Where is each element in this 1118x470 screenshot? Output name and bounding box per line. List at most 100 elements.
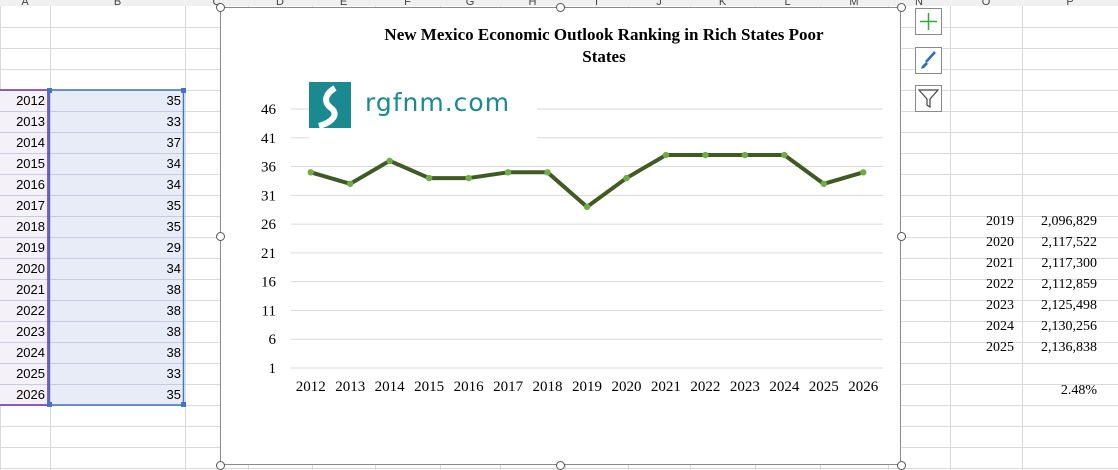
chart-resize-handle[interactable] — [215, 231, 225, 241]
year-cell[interactable]: 2024 — [16, 345, 45, 360]
logo: rgfnm.com — [309, 78, 537, 140]
data-point[interactable] — [820, 180, 827, 188]
ranking-cell[interactable]: 34 — [166, 156, 181, 171]
column-header[interactable]: H — [529, 0, 537, 8]
population-year-cell[interactable]: 2021 — [986, 256, 1014, 271]
data-point[interactable] — [662, 151, 670, 159]
year-cell[interactable]: 2020 — [16, 261, 45, 276]
chart-resize-handle[interactable] — [556, 460, 565, 470]
range-handle[interactable] — [47, 402, 52, 407]
ranking-cell[interactable]: 34 — [166, 261, 181, 276]
year-cell[interactable]: 2018 — [16, 219, 45, 234]
year-cell[interactable]: 2019 — [16, 240, 45, 255]
column-header[interactable]: F — [404, 0, 411, 8]
x-tick-label: 2021 — [651, 379, 681, 395]
chart-resize-handle[interactable] — [896, 231, 906, 241]
series-line[interactable] — [310, 153, 864, 209]
population-year-cell[interactable]: 2022 — [986, 277, 1014, 292]
chart-resize-handle[interactable] — [896, 2, 906, 12]
year-cell[interactable]: 2015 — [16, 156, 45, 171]
population-cell[interactable]: 2,117,300 — [1041, 256, 1097, 271]
column-header[interactable]: O — [982, 0, 991, 8]
y-tick-label: 26 — [261, 217, 277, 233]
column-header[interactable]: N — [915, 0, 923, 8]
year-cell[interactable]: 2017 — [16, 198, 45, 213]
population-year-cell[interactable]: 2023 — [986, 298, 1014, 313]
line-chart[interactable]: New Mexico Economic Outlook Ranking in R… — [220, 7, 901, 465]
data-point[interactable] — [347, 180, 354, 188]
column-header[interactable]: D — [276, 0, 284, 8]
column-header[interactable]: G — [466, 0, 475, 8]
ranking-cell[interactable]: 35 — [166, 387, 181, 402]
ranking-cell[interactable]: 29 — [166, 240, 181, 255]
ranking-cell[interactable]: 35 — [166, 198, 181, 213]
ranking-cell[interactable]: 37 — [166, 135, 181, 150]
column-header[interactable]: J — [656, 0, 662, 8]
year-cell[interactable]: 2013 — [16, 114, 45, 129]
chart-resize-handle[interactable] — [215, 2, 225, 12]
y-tick-label: 11 — [262, 303, 276, 319]
growth-percent-cell[interactable]: 2.48% — [1060, 383, 1097, 398]
year-cell[interactable]: 2014 — [16, 135, 45, 150]
column-header[interactable]: B — [114, 0, 121, 8]
population-cell[interactable]: 2,136,838 — [1041, 340, 1097, 355]
ranking-cell[interactable]: 38 — [166, 303, 181, 318]
data-point[interactable] — [504, 169, 512, 176]
data-point[interactable] — [860, 169, 867, 176]
chart-resize-handle[interactable] — [215, 460, 225, 470]
ranking-cell[interactable]: 35 — [166, 93, 181, 108]
column-header[interactable]: I — [595, 0, 598, 8]
population-year-cell[interactable]: 2025 — [986, 340, 1014, 355]
data-point[interactable] — [781, 151, 788, 159]
column-header[interactable]: L — [784, 0, 790, 8]
chart-styles-button[interactable] — [915, 47, 942, 74]
value-range-selection[interactable] — [50, 90, 184, 405]
year-cell[interactable]: 2022 — [16, 303, 45, 318]
data-point[interactable] — [425, 174, 433, 182]
chart-filters-button[interactable] — [915, 85, 942, 112]
population-cell[interactable]: 2,125,498 — [1041, 298, 1097, 313]
population-cell[interactable]: 2,096,829 — [1041, 214, 1097, 229]
ranking-cell[interactable]: 33 — [166, 366, 181, 381]
data-point[interactable] — [702, 151, 709, 159]
year-cell[interactable]: 2021 — [16, 282, 45, 297]
population-cell[interactable]: 2,112,859 — [1041, 277, 1097, 292]
ranking-cell[interactable]: 38 — [166, 282, 181, 297]
data-point[interactable] — [386, 157, 393, 164]
data-point[interactable] — [544, 169, 551, 176]
column-header[interactable]: A — [21, 0, 29, 8]
ranking-cell[interactable]: 33 — [166, 114, 181, 129]
range-handle[interactable] — [47, 88, 52, 93]
year-cell[interactable]: 2025 — [16, 366, 45, 381]
data-point[interactable] — [465, 174, 472, 182]
year-cell[interactable]: 2016 — [16, 177, 45, 192]
column-header[interactable]: K — [719, 0, 727, 8]
data-point[interactable] — [307, 169, 314, 176]
column-header[interactable]: M — [849, 0, 858, 8]
year-range-selection[interactable] — [0, 90, 48, 405]
range-handle[interactable] — [181, 88, 186, 93]
ranking-cell[interactable]: 38 — [166, 324, 181, 339]
chart-resize-handle[interactable] — [556, 2, 565, 12]
ranking-cell[interactable]: 34 — [166, 177, 181, 192]
population-cell[interactable]: 2,130,256 — [1041, 319, 1097, 334]
range-handle[interactable] — [181, 402, 186, 407]
column-header[interactable]: E — [340, 0, 347, 8]
data-point[interactable] — [741, 151, 749, 159]
ranking-cell[interactable]: 35 — [166, 219, 181, 234]
y-tick-label: 1 — [269, 361, 277, 377]
chart-resize-handle[interactable] — [896, 460, 906, 470]
data-point[interactable] — [583, 203, 591, 211]
year-cell[interactable]: 2023 — [16, 324, 45, 339]
ranking-cell[interactable]: 38 — [166, 345, 181, 360]
population-year-cell[interactable]: 2019 — [986, 214, 1014, 229]
data-point[interactable] — [623, 174, 630, 182]
population-cell[interactable]: 2,117,522 — [1041, 235, 1097, 250]
column-header[interactable]: P — [1066, 0, 1073, 8]
chart-canvas: New Mexico Economic Outlook Ranking in R… — [261, 25, 883, 395]
population-year-cell[interactable]: 2024 — [986, 319, 1014, 334]
year-cell[interactable]: 2026 — [16, 387, 45, 402]
population-year-cell[interactable]: 2020 — [986, 235, 1014, 250]
chart-elements-button[interactable] — [915, 8, 942, 35]
year-cell[interactable]: 2012 — [16, 93, 45, 108]
